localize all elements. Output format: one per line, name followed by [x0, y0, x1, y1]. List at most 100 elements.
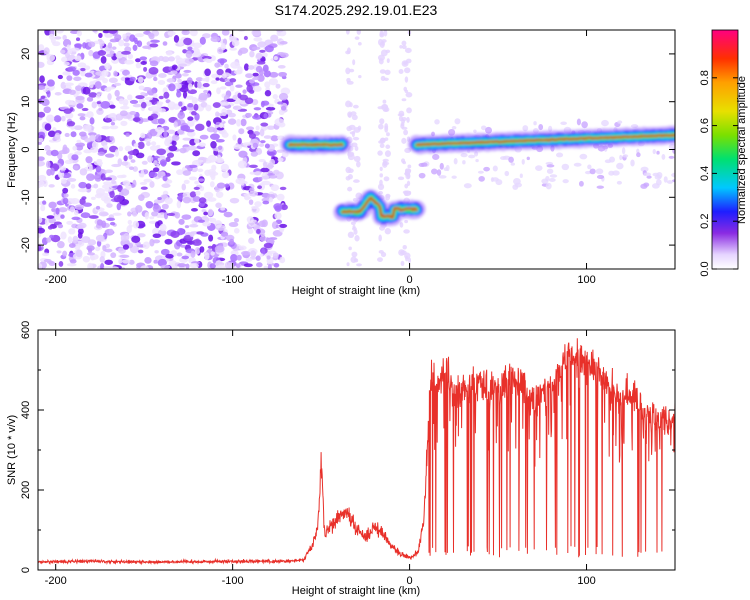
noise-speckle [85, 183, 92, 190]
spectrogram-y-tick-label: 10 [20, 96, 32, 108]
noise-speckle [377, 257, 383, 263]
noise-speckle [384, 125, 389, 133]
noise-speckle [74, 151, 82, 156]
noise-speckle [139, 56, 148, 61]
noise-speckle [263, 242, 273, 249]
noise-speckle [88, 132, 97, 136]
noise-speckle [138, 194, 145, 202]
colorbar: 0.0 0.2 0.4 0.6 0.8 Normalized spectral ampl… [699, 29, 748, 277]
noise-speckle [187, 116, 194, 121]
noise-speckle [82, 255, 91, 263]
noise-speckle [270, 34, 279, 42]
noise-speckle [164, 238, 173, 245]
noise-speckle [74, 204, 84, 210]
noise-speckle [266, 125, 275, 130]
noise-speckle [152, 204, 162, 213]
noise-speckle [149, 60, 159, 67]
noise-speckle [122, 244, 130, 250]
snr-y-tick-label: 400 [20, 401, 32, 419]
noise-speckle [555, 152, 564, 158]
noise-speckle [254, 171, 262, 176]
noise-speckle [251, 30, 262, 36]
noise-speckle [170, 230, 180, 238]
noise-speckle [95, 165, 102, 173]
noise-speckle [112, 212, 122, 216]
noise-speckle [256, 60, 266, 65]
noise-speckle [381, 104, 389, 111]
noise-speckle [475, 159, 479, 163]
noise-speckle [249, 250, 257, 258]
noise-speckle [127, 94, 133, 101]
noise-speckle [248, 164, 258, 169]
noise-speckle [113, 70, 118, 77]
noise-speckle [110, 121, 116, 126]
noise-speckle [421, 162, 428, 167]
noise-speckle [621, 147, 626, 155]
noise-speckle [73, 76, 82, 82]
noise-speckle [541, 178, 549, 184]
noise-speckle [140, 132, 146, 139]
noise-speckle [221, 101, 230, 106]
noise-speckle [351, 227, 357, 231]
noise-speckle [451, 175, 457, 179]
noise-speckle [348, 168, 354, 174]
noise-speckle [646, 175, 652, 179]
noise-speckle [150, 141, 157, 146]
noise-speckle [546, 168, 554, 174]
noise-speckle [75, 85, 83, 92]
noise-speckle [125, 133, 130, 137]
noise-speckle [62, 250, 68, 257]
noise-speckle [187, 83, 193, 91]
noise-speckle [548, 178, 556, 182]
noise-speckle [356, 30, 362, 35]
noise-speckle [102, 245, 107, 252]
noise-speckle [183, 69, 192, 73]
noise-speckle [113, 194, 124, 203]
noise-speckle [142, 45, 152, 50]
noise-speckle [183, 179, 190, 185]
noise-speckle [622, 154, 629, 158]
noise-speckle [66, 75, 73, 81]
noise-speckle [581, 121, 588, 129]
noise-speckle [259, 236, 267, 242]
noise-speckle [166, 152, 175, 158]
snr-x-tick-label: -100 [222, 575, 244, 587]
noise-speckle [188, 176, 197, 181]
noise-speckle [379, 143, 385, 149]
noise-speckle [64, 82, 74, 86]
noise-speckle [147, 33, 155, 37]
noise-speckle [169, 106, 175, 111]
noise-speckle [347, 186, 353, 192]
noise-speckle [451, 125, 457, 130]
noise-speckle [165, 50, 173, 56]
noise-speckle [69, 206, 75, 213]
noise-speckle [159, 223, 167, 232]
noise-speckle [208, 234, 214, 242]
noise-speckle [176, 252, 183, 257]
noise-speckle [206, 93, 211, 98]
noise-speckle [267, 264, 272, 269]
noise-speckle [256, 262, 263, 268]
noise-speckle [182, 196, 192, 204]
noise-speckle [377, 150, 383, 156]
noise-speckle [378, 250, 384, 254]
noise-speckle [652, 148, 656, 155]
noise-speckle [261, 197, 271, 203]
noise-speckle [404, 67, 411, 74]
noise-speckle [538, 123, 544, 131]
noise-speckle [118, 98, 125, 105]
noise-speckle [403, 229, 410, 234]
noise-speckle [248, 65, 255, 70]
noise-speckle [46, 237, 52, 243]
noise-speckle [186, 95, 194, 100]
noise-speckle [254, 201, 262, 207]
noise-speckle [88, 49, 94, 57]
noise-speckle [349, 102, 353, 108]
noise-speckle [149, 43, 159, 48]
noise-speckle [345, 175, 351, 181]
noise-speckle [640, 166, 649, 172]
noise-speckle [233, 144, 243, 150]
noise-speckle [153, 199, 163, 204]
noise-speckle [185, 50, 193, 59]
noise-speckle [203, 89, 209, 94]
